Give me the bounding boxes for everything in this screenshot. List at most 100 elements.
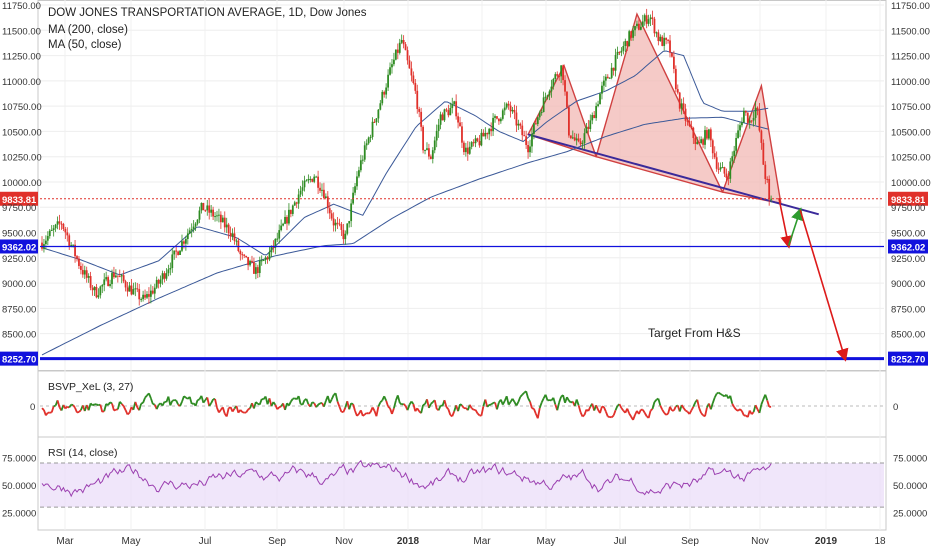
bsvp-segment (515, 401, 520, 407)
candle-body (486, 132, 489, 135)
candle-body (155, 279, 158, 288)
candle-body (148, 294, 150, 297)
candle-body (282, 223, 284, 226)
candle-body (204, 210, 207, 212)
candle-body (729, 161, 732, 179)
candle-body (321, 189, 323, 191)
candle-body (612, 67, 615, 71)
projection-arrow-red (778, 197, 793, 249)
bsvp-segment (459, 403, 463, 407)
candle-body (451, 104, 454, 108)
candle-body (200, 202, 203, 211)
bsvp-segment (41, 407, 45, 411)
candle-body (501, 110, 504, 119)
candle-body (54, 224, 57, 229)
bsvp-segment (581, 414, 586, 418)
candle-body (581, 143, 584, 145)
candle-body (291, 205, 294, 214)
bsvp-segment (169, 400, 174, 406)
candle-body (101, 284, 104, 287)
candle-body (544, 96, 547, 98)
bsvp-segment (527, 397, 531, 403)
bsvp-segment (276, 406, 280, 410)
ma200-legend: MA (200, close) (48, 24, 128, 36)
bsvp-segment (731, 403, 735, 408)
bsvp-segment (323, 400, 327, 407)
bsvp-segment (575, 399, 580, 406)
candle-body (505, 103, 508, 108)
candle-body (603, 80, 605, 86)
bsvp-segment (99, 404, 104, 413)
bsvp-segment (338, 406, 343, 413)
bsvp-segment (183, 395, 187, 399)
candle-body (511, 109, 514, 112)
candle-body (604, 76, 607, 81)
candle-body (760, 130, 763, 143)
bsvp-segment (241, 411, 245, 414)
candle-body (470, 142, 473, 147)
candle-body (186, 233, 189, 240)
candle-body (478, 140, 481, 146)
candle-body (313, 176, 316, 182)
candle-body (676, 89, 679, 93)
candle-body (74, 244, 76, 257)
candle-body (41, 242, 43, 249)
target-level-label-right: 8252.70 (891, 355, 925, 366)
candle-body (202, 202, 205, 211)
bsvp-segment (517, 396, 522, 403)
candle-body (324, 196, 327, 199)
candle-body (632, 30, 634, 38)
candle-body (550, 86, 553, 92)
candle-body (566, 91, 568, 108)
candle-body (562, 65, 564, 81)
y-tick-label-left: 10250.00 (2, 153, 42, 164)
candle-body (608, 77, 611, 79)
bsvp-segment (284, 402, 288, 411)
candle-body (48, 230, 51, 237)
price-levels: 9833.81 9833.81 9362.02 9362.02 8252.70 8252.… (0, 191, 928, 366)
candle-body (534, 123, 537, 125)
candle-body (414, 83, 417, 91)
candle-body (241, 254, 244, 256)
candle-body (161, 273, 164, 280)
y-tick-label-right: 10000.00 (891, 178, 931, 189)
candle-body (264, 257, 267, 261)
candle-body (225, 224, 228, 228)
bsvp-segment (659, 405, 664, 411)
candle-body (630, 31, 633, 38)
bsvp-segment (760, 399, 765, 405)
candle-body (762, 142, 765, 165)
candle-body (484, 132, 487, 137)
bsvp-segment (611, 414, 615, 418)
candle-body (597, 104, 599, 106)
candle-body (385, 87, 388, 95)
candle-body (571, 137, 574, 139)
bsvp-segment (336, 401, 341, 408)
candle-body (649, 17, 652, 20)
bsvp-segment (632, 414, 636, 421)
candle-body (457, 116, 459, 123)
y-tick-label-left: 10500.00 (2, 127, 42, 138)
candle-body (739, 125, 741, 131)
candle-body (678, 92, 681, 109)
bsvp-segment (595, 404, 599, 411)
candle-body (517, 123, 520, 126)
candle-body (663, 37, 666, 46)
candle-body (218, 214, 220, 216)
candle-body (449, 107, 452, 116)
candle-body (682, 103, 685, 109)
candle-body (488, 128, 491, 135)
bsvp-segment (536, 407, 541, 419)
rsi-tick-left: 25.0000 (2, 509, 36, 520)
candle-body (103, 279, 106, 285)
bsvp-segment (620, 407, 625, 412)
bsvp-segment (566, 396, 570, 402)
candle-body (690, 125, 693, 128)
candle-body (433, 140, 436, 151)
candle-body (674, 68, 677, 90)
candle-body (221, 217, 224, 223)
candle-body (149, 290, 152, 297)
candle-body (770, 198, 773, 200)
bsvp-segment (101, 410, 105, 413)
